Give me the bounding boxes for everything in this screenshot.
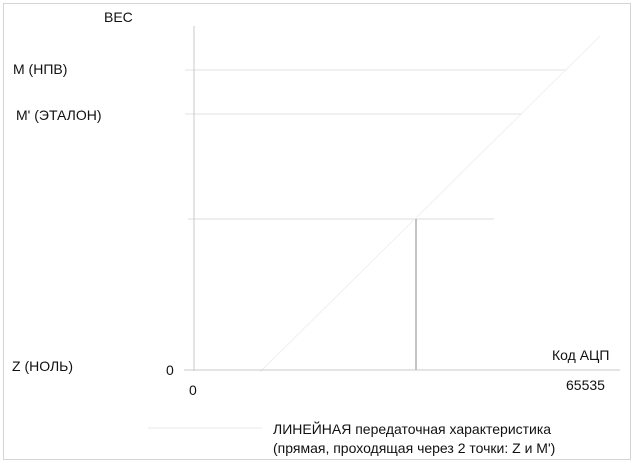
x-axis-label: Код АЦП: [552, 347, 610, 363]
diagram-frame: [3, 3, 631, 460]
y-axis-label: ВЕС: [104, 9, 133, 25]
reference-weight-label: M' (ЭТАЛОН): [16, 107, 102, 123]
legend-line-2: (прямая, проходящая через 2 точки: Z и M…: [273, 440, 556, 456]
y-origin-tick: 0: [166, 362, 174, 378]
x-max-tick: 65535: [566, 377, 605, 393]
legend-line-1: ЛИНЕЙНАЯ передаточная характеристика: [273, 421, 552, 437]
linear-characteristic-line: [259, 35, 601, 373]
zero-weight-label: Z (НОЛЬ): [12, 358, 73, 374]
max-weight-label: M (НПВ): [13, 61, 68, 77]
x-origin-tick: 0: [189, 382, 197, 398]
